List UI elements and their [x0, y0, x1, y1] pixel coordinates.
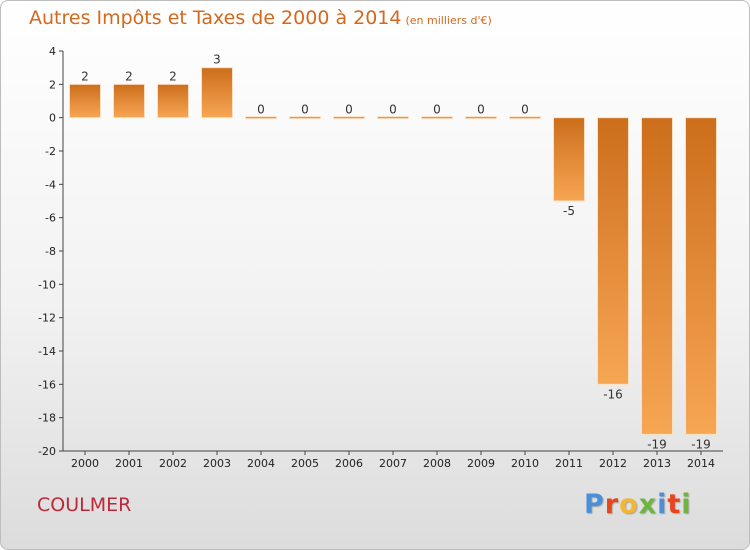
y-tick-label: -16: [38, 378, 56, 391]
value-label: 2: [125, 69, 133, 83]
y-tick-label: -18: [38, 412, 56, 425]
bar: [377, 116, 409, 120]
x-tick-label: 2007: [379, 457, 407, 470]
value-label: 0: [345, 103, 353, 117]
x-tick-label: 2000: [71, 457, 99, 470]
bar: [157, 83, 189, 119]
commune-name: COULMER: [37, 494, 132, 516]
y-tick-label: 2: [49, 78, 56, 91]
x-tick-label: 2001: [115, 457, 143, 470]
proxiti-logo: Proxiti: [584, 489, 692, 520]
x-tick-label: 2011: [555, 457, 583, 470]
value-label: -5: [563, 204, 575, 218]
y-tick-label: 4: [49, 45, 56, 58]
x-tick-label: 2013: [643, 457, 671, 470]
x-tick-label: 2005: [291, 457, 319, 470]
x-tick-label: 2006: [335, 457, 363, 470]
value-label: 0: [433, 103, 441, 117]
value-label: -19: [691, 437, 711, 451]
x-tick-label: 2012: [599, 457, 627, 470]
value-label: 0: [477, 103, 485, 117]
value-label: 0: [257, 103, 265, 117]
value-label: -19: [647, 437, 667, 451]
bar: [333, 116, 365, 120]
value-label: 0: [301, 103, 309, 117]
bar: [685, 117, 717, 435]
value-label: -16: [603, 387, 623, 401]
y-tick-label: 0: [49, 112, 56, 125]
x-tick-label: 2009: [467, 457, 495, 470]
bar: [421, 116, 453, 120]
y-tick-label: -12: [38, 312, 56, 325]
bar: [641, 117, 673, 435]
chart-title-text: Autres Impôts et Taxes de 2000 à 2014: [29, 7, 402, 29]
bar: [597, 117, 629, 385]
chart-title: Autres Impôts et Taxes de 2000 à 2014 (en…: [29, 7, 492, 29]
logo-letter: t: [667, 489, 682, 520]
chart-labels: 2 2 2 3 0 0 0 0 0 0 0 -5 -16 -19 -19: [81, 53, 711, 452]
bar: [69, 83, 101, 119]
value-label: 0: [521, 103, 529, 117]
chart-bars: [69, 67, 717, 435]
chart-subtitle: (en milliers d'€): [405, 14, 492, 27]
x-tick-label: 2004: [247, 457, 275, 470]
bar: [289, 116, 321, 120]
bar: [553, 117, 585, 202]
y-tick-label: -10: [38, 278, 56, 291]
y-tick-label: -4: [45, 178, 56, 191]
x-tick-label: 2014: [687, 457, 715, 470]
value-label: 3: [213, 53, 221, 67]
value-label: 0: [389, 103, 397, 117]
bar: [465, 116, 497, 120]
bar: [245, 116, 277, 120]
logo-letter: x: [638, 489, 658, 520]
y-tick-label: -6: [45, 212, 56, 225]
bar: [113, 83, 145, 119]
bar: [201, 67, 233, 119]
y-tick-label: -8: [45, 245, 56, 258]
logo-letter: r: [604, 489, 620, 520]
value-label: 2: [169, 69, 177, 83]
logo-letter: i: [681, 489, 692, 520]
x-tick-label: 2003: [203, 457, 231, 470]
y-tick-label: -20: [38, 445, 56, 458]
logo-letter: i: [657, 489, 668, 520]
x-tick-label: 2002: [159, 457, 187, 470]
y-tick-label: -2: [45, 145, 56, 158]
bar: [509, 116, 541, 120]
y-tick-label: -14: [38, 345, 56, 358]
logo-letter: o: [619, 489, 639, 520]
x-tick-label: 2010: [511, 457, 539, 470]
value-label: 2: [81, 69, 89, 83]
x-tick-label: 2008: [423, 457, 451, 470]
logo-letter: P: [584, 489, 605, 520]
